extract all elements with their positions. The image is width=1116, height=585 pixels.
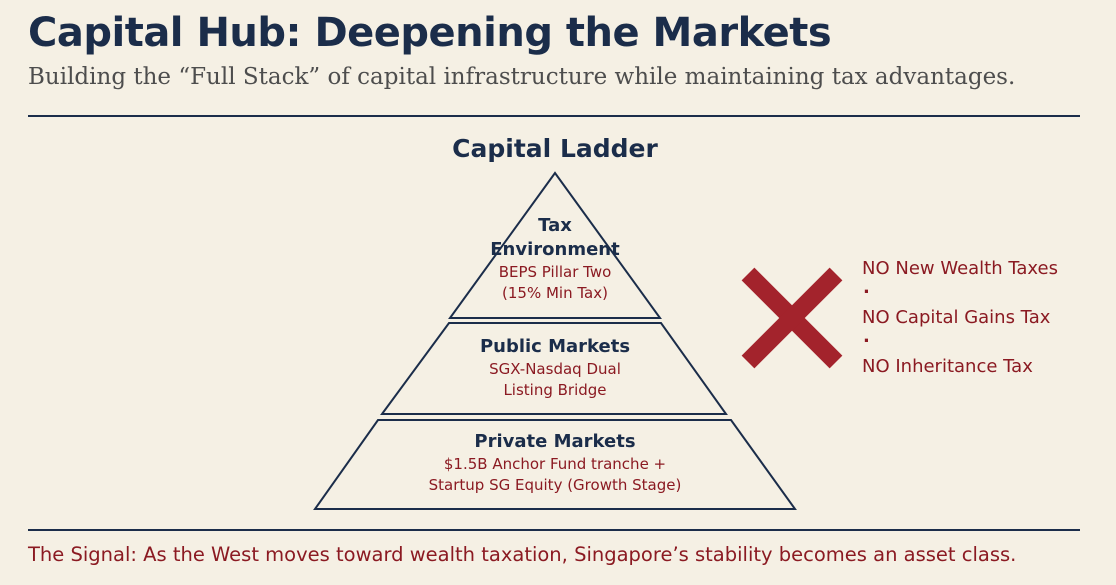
tier-public-markets: Public Markets SGX-Nasdaq Dual Listing B… bbox=[405, 335, 705, 401]
tier-heading: Tax bbox=[538, 215, 572, 236]
no-capital-gains-tax-item: NO Capital Gains Tax bbox=[862, 307, 1051, 328]
ladder-title: Capital Ladder bbox=[452, 134, 658, 163]
no-wealth-tax-item: NO New Wealth Taxes bbox=[862, 258, 1058, 279]
top-divider bbox=[28, 115, 1080, 117]
tier-detail: SGX-Nasdaq Dual bbox=[489, 360, 621, 378]
page-subtitle: Building the “Full Stack” of capital inf… bbox=[28, 64, 1016, 90]
signal-footer: The Signal: As the West moves toward wea… bbox=[28, 543, 1017, 566]
tier-heading: Private Markets bbox=[474, 431, 636, 452]
bottom-divider bbox=[28, 529, 1080, 531]
page-title: Capital Hub: Deepening the Markets bbox=[28, 10, 832, 56]
tier-detail: BEPS Pillar Two bbox=[498, 263, 612, 281]
tier-tax-environment: Tax Environment BEPS Pillar Two (15% Min… bbox=[455, 214, 655, 304]
tax-exclusion-list: NO New Wealth Taxes . NO Capital Gains T… bbox=[862, 256, 1058, 379]
tier-bottom-shape bbox=[313, 419, 797, 510]
tier-private-markets: Private Markets $1.5B Anchor Fund tranch… bbox=[355, 430, 755, 496]
red-x-icon bbox=[741, 267, 843, 369]
tier-top-shape bbox=[448, 171, 662, 319]
tier-detail: Startup SG Equity (Growth Stage) bbox=[428, 476, 682, 494]
list-separator: . bbox=[863, 326, 870, 347]
no-inheritance-tax-item: NO Inheritance Tax bbox=[862, 356, 1033, 377]
list-separator: . bbox=[863, 277, 870, 298]
tier-detail: $1.5B Anchor Fund tranche + bbox=[443, 455, 667, 473]
tier-middle-shape bbox=[380, 322, 728, 415]
tier-detail: Listing Bridge bbox=[503, 381, 607, 399]
tier-heading: Environment bbox=[490, 239, 620, 260]
tier-detail: (15% Min Tax) bbox=[502, 284, 608, 302]
tier-heading: Public Markets bbox=[479, 336, 631, 357]
